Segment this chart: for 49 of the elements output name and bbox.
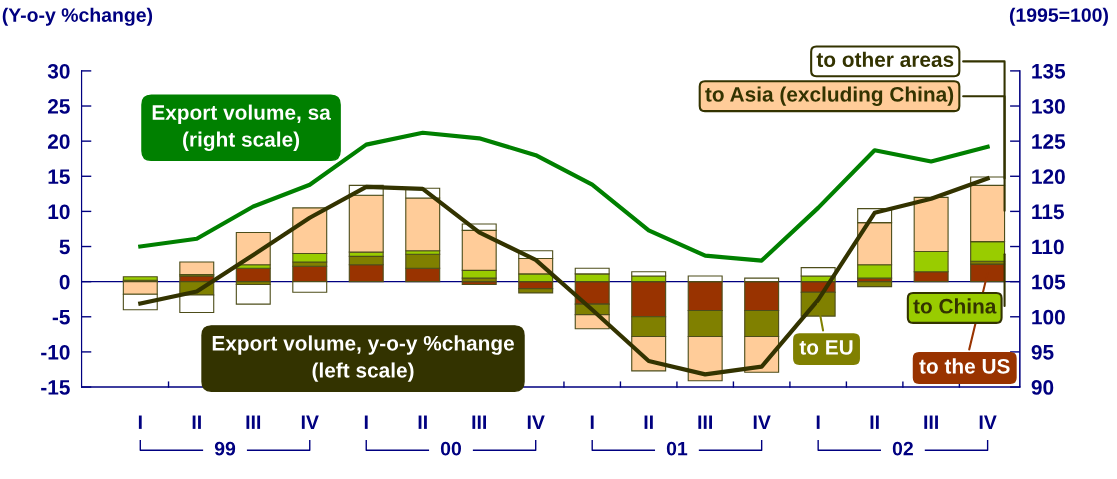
text: Export volume, y-o-y %change (left scale) <box>212 335 514 382</box>
y2-tick-label: 135 <box>1032 63 1066 79</box>
x-tick-label: I <box>816 415 820 429</box>
y2-axis-title: (1995=100) <box>1009 7 1108 26</box>
y-tick-label: 15 <box>48 169 70 185</box>
x-tick-label: I <box>590 415 594 429</box>
x-tick-label: II <box>644 415 653 429</box>
text: 00 <box>440 441 461 456</box>
y2-tick-label: 120 <box>1032 169 1065 185</box>
x-tick-label: II <box>870 415 879 429</box>
y2-tick-label: 90 <box>1031 380 1054 395</box>
x-tick-label: III <box>246 415 261 429</box>
y2-tick-label: 110 <box>1032 239 1064 255</box>
x-tick-label: III <box>472 415 487 429</box>
y2-tick-label: 100 <box>1032 309 1065 325</box>
x-tick-label: IV <box>979 415 997 429</box>
y2-tick-label: 130 <box>1032 99 1065 114</box>
text: 02 <box>892 441 913 456</box>
y-tick-label: 10 <box>48 204 70 220</box>
x-tick-label: II <box>192 415 201 429</box>
y-tick-label: -10 <box>41 344 70 360</box>
x-tick-label: III <box>924 415 938 429</box>
y-tick-label: 20 <box>47 134 70 149</box>
legend-label: to EU <box>799 340 853 355</box>
series-label: to China <box>913 298 997 314</box>
text: to other areas <box>816 51 954 67</box>
x-tick-label: I <box>364 415 368 429</box>
x-tick-label: IV <box>527 415 545 429</box>
y-tick-label: 30 <box>47 63 70 79</box>
y-axis-title: (Y-o-y %change) <box>2 7 153 26</box>
x-tick-label: IV <box>753 415 771 429</box>
y-tick-label: -5 <box>52 309 70 325</box>
y-tick-label: -15 <box>41 380 70 395</box>
text: 99 <box>214 441 236 456</box>
text: 01 <box>666 441 688 456</box>
y-tick-label: 0 <box>59 274 70 290</box>
y2-tick-label: 105 <box>1032 274 1066 290</box>
x-tick-label: I <box>138 415 142 429</box>
y2-tick-label: 125 <box>1032 134 1066 149</box>
series-label: Export volume, sa (right scale) <box>152 104 331 152</box>
text: to Asia (excluding China) <box>705 86 954 106</box>
y-tick-label: 5 <box>59 239 70 255</box>
x-tick-label: II <box>418 415 427 429</box>
y2-tick-label: 95 <box>1031 344 1054 360</box>
x-tick-label: IV <box>301 415 319 429</box>
y-tick-label: 25 <box>47 99 70 114</box>
text: to the US <box>919 358 1010 374</box>
y2-tick-label: 115 <box>1032 204 1064 220</box>
x-tick-label: III <box>698 415 712 429</box>
